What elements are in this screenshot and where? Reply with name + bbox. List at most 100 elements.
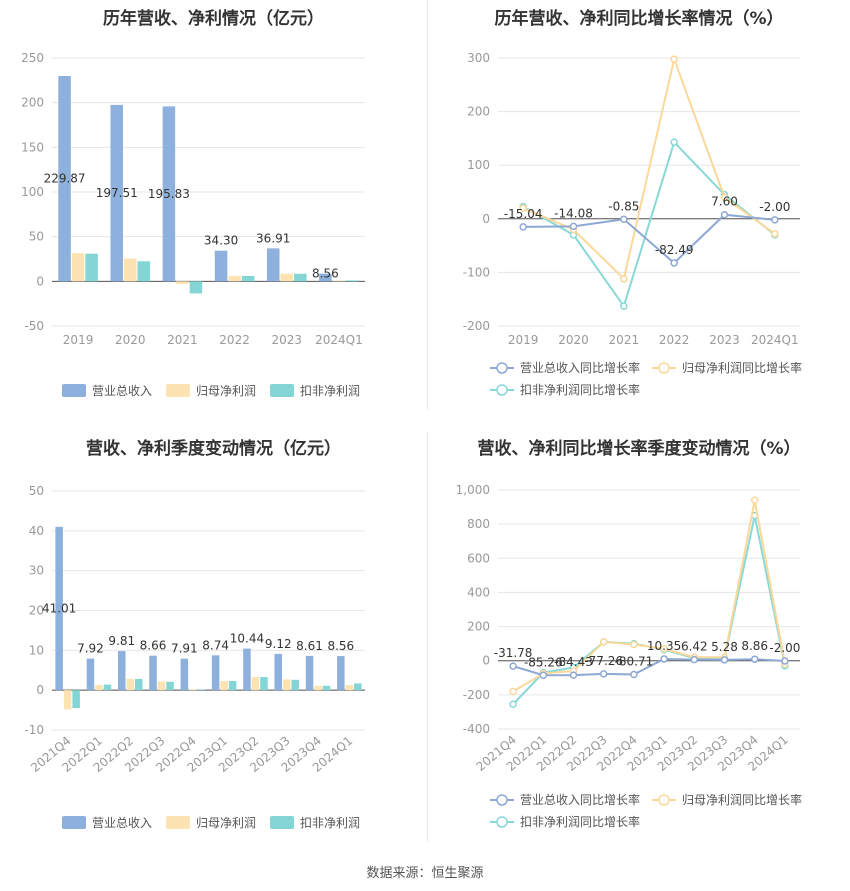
bar-revenue (180, 658, 189, 691)
bar-revenue (117, 651, 126, 691)
line-data-label: -85.26 (524, 655, 563, 669)
line-data-label: -2.00 (759, 200, 790, 214)
y-tick-label: 200 (21, 96, 44, 110)
bar-revenue (305, 655, 314, 691)
y-tick-label: 300 (467, 51, 490, 65)
x-tick-label: 2023 (709, 333, 740, 347)
y-tick-label: 0 (482, 212, 490, 226)
bar-net-profit (280, 273, 294, 282)
bar-data-label: 197.51 (96, 186, 138, 200)
legend-label: 营业总收入 (92, 384, 152, 398)
line-data-label: -0.85 (608, 199, 639, 213)
x-tick-label: 2024Q1 (751, 333, 799, 347)
line-data-label: -31.78 (494, 646, 533, 660)
legend-label: 扣非净利润 (300, 816, 360, 830)
y-tick-label: -400 (463, 722, 490, 736)
series-point (771, 216, 779, 224)
y-tick-label: 1,000 (456, 483, 490, 497)
y-tick-label: -200 (463, 319, 490, 333)
bar-net-profit (123, 258, 137, 282)
bar-net-profit (157, 681, 166, 691)
vertical-divider (427, 432, 428, 842)
x-tick-label: 2022 (659, 333, 690, 347)
series-point (599, 670, 608, 678)
bar-data-label: 41.01 (42, 601, 76, 615)
chart-panel-quarterly-growth: 营收、净利同比增长率季度变动情况（%） -400 -200 0 200 400 600 80… (428, 430, 850, 850)
bar-deducted-profit (103, 684, 112, 691)
legend-marker (496, 384, 508, 396)
bar-net-profit (126, 679, 135, 691)
line-data-label: 6.42 (681, 640, 708, 654)
series-point (620, 302, 628, 310)
data-source-footer: 数据来源：恒生聚源 (366, 866, 484, 881)
legend-marker (658, 794, 670, 806)
chart-panel-annual-amount: 历年营收、净利情况（亿元） -50 0 50 100 150 200 250 2019 2020… (0, 0, 427, 420)
bar-data-label: 8.56 (312, 266, 339, 280)
quarterly-amount-chart: -10010203040502021Q42022Q12022Q22022Q320… (24, 484, 365, 830)
legend-marker (658, 362, 670, 374)
series-line-0 (523, 213, 775, 265)
line-data-label: -84.43 (554, 655, 593, 669)
x-tick-label: 2024Q1 (315, 333, 363, 347)
bar-net-profit (220, 681, 228, 691)
series-point (509, 700, 517, 708)
series-point (670, 55, 678, 63)
bar-revenue (337, 656, 345, 691)
bar-deducted-profit (291, 679, 300, 691)
line-data-label: -14.08 (554, 206, 593, 220)
line-data-label: -82.49 (655, 243, 694, 257)
chart-title: 营收、净利同比增长率季度变动情况（%） (477, 439, 801, 459)
bar-net-profit (95, 684, 103, 691)
bar-deducted-profit (137, 261, 151, 282)
y-tick-label: 20 (29, 604, 44, 618)
bar-net-profit (251, 677, 260, 691)
legend-label: 扣非净利润 (300, 384, 360, 398)
chart-title: 营收、净利季度变动情况（亿元） (86, 439, 341, 459)
series-point (509, 662, 517, 670)
series-point (720, 656, 729, 664)
chart-legend: 营业总收入 归母净利润 扣非净利润 (62, 816, 360, 830)
series-point (630, 640, 638, 649)
bar-data-label: 9.12 (265, 637, 292, 651)
x-tick-label: 2022 (219, 333, 250, 347)
line-data-label: -77.26 (584, 654, 623, 668)
bar-deducted-profit (135, 679, 143, 691)
chart-title: 历年营收、净利同比增长率情况（%） (494, 9, 784, 29)
legend-label: 归母净利润同比增长率 (682, 792, 802, 807)
line-data-label: 10.35 (647, 639, 681, 653)
series-line-1 (512, 500, 786, 693)
series-point (569, 671, 578, 679)
line-data-label: 5.28 (711, 640, 738, 654)
bar-revenue (319, 273, 332, 282)
bar-data-label: 8.56 (327, 639, 354, 653)
series-point (670, 138, 678, 146)
legend-label: 营业总收入 (92, 816, 152, 830)
y-tick-label: 50 (29, 484, 44, 498)
bar-data-label: 7.92 (77, 642, 104, 656)
y-tick-label: 150 (21, 140, 44, 154)
y-tick-label: 40 (29, 524, 44, 538)
bar-net-profit (228, 275, 241, 282)
bar-deducted-profit (72, 690, 80, 709)
y-tick-label: 200 (467, 105, 490, 119)
y-tick-label: 100 (467, 158, 490, 172)
series-point (771, 230, 779, 238)
legend-swatch (166, 384, 190, 397)
y-tick-label: -50 (24, 319, 44, 333)
legend-label: 营业总收入同比增长率 (520, 792, 640, 807)
bar-net-profit (345, 684, 354, 691)
bar-net-profit (176, 281, 189, 285)
x-tick-label: 2020 (558, 333, 589, 347)
legend-marker (496, 816, 508, 828)
bar-revenue (243, 648, 251, 691)
series-line-2 (522, 140, 776, 309)
bar-revenue (149, 655, 157, 691)
x-tick-label: 2021 (167, 333, 198, 347)
series-point (750, 496, 759, 504)
y-tick-label: 0 (36, 683, 44, 697)
series-point (720, 193, 729, 202)
line-data-label: 7.60 (711, 195, 738, 209)
series-point (599, 638, 608, 646)
annual-amount-chart: -50 0 50 100 150 200 250 2019 2020 2021 2022 2023 20… (21, 51, 365, 398)
bar-deducted-profit (241, 275, 255, 282)
